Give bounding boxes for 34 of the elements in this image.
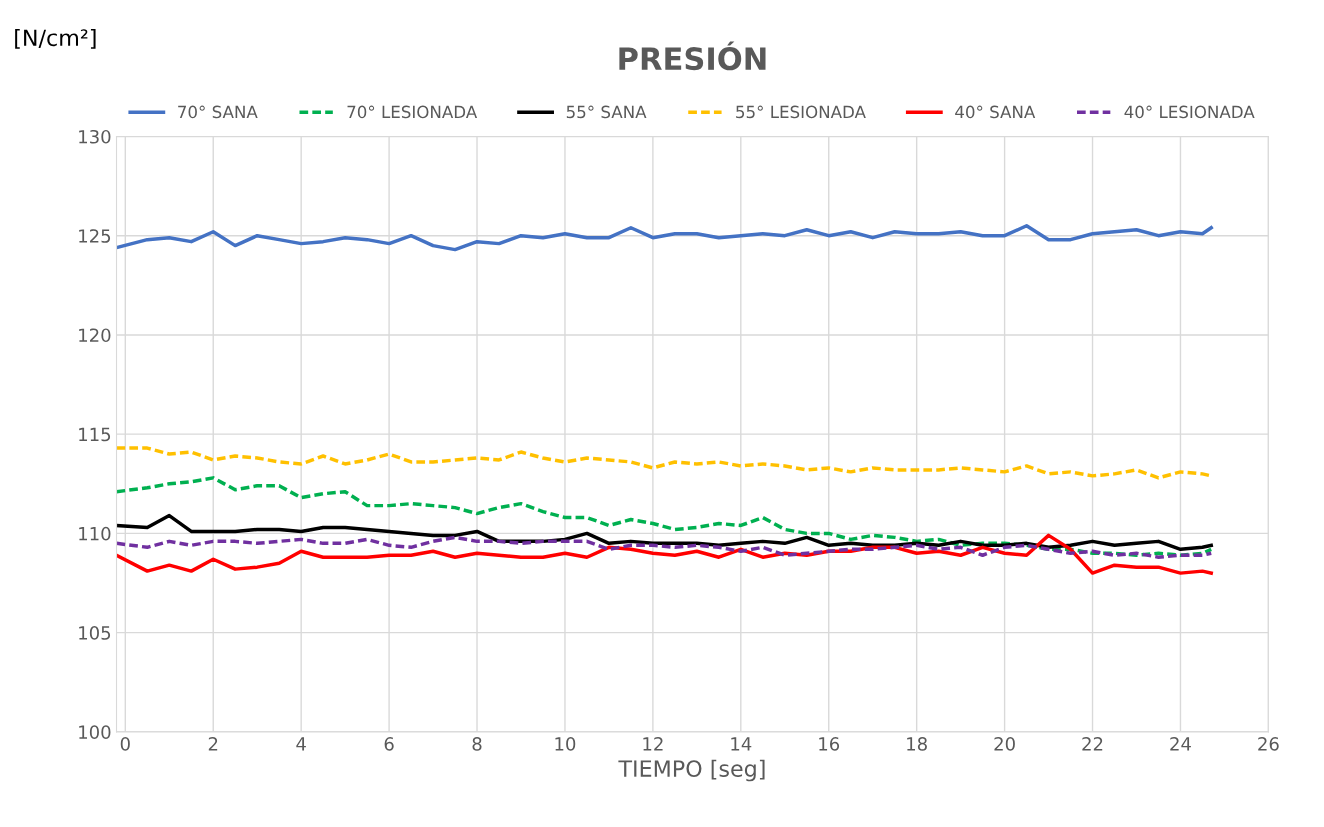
y-tick-label: 120	[79, 328, 111, 343]
y-tick-label: 105	[79, 626, 111, 640]
legend-label: 40° LESIONADA	[1124, 105, 1255, 119]
x-axis-title: TIEMPO [seg]	[618, 759, 765, 782]
y-tick-label: 100	[79, 725, 111, 740]
legend-label: 70° LESIONADA	[347, 105, 478, 119]
x-tick-label: 14	[731, 737, 752, 751]
x-tick-label: 22	[1082, 737, 1103, 751]
x-tick-label: 26	[1258, 737, 1279, 751]
y-tick-label: 130	[79, 129, 111, 144]
x-tick-label: 0	[120, 737, 130, 751]
x-tick-label: 16	[819, 737, 840, 751]
legend-label: 40° SANA	[955, 105, 1036, 119]
legend-label: 55° SANA	[566, 105, 647, 119]
x-tick-label: 4	[296, 737, 306, 751]
chart-title: PRESIÓN	[619, 41, 766, 71]
x-tick-label: 12	[643, 737, 663, 751]
legend-label: 70° SANA	[178, 105, 258, 119]
x-tick-label: 10	[555, 737, 576, 751]
x-tick-label: 24	[1170, 737, 1191, 751]
line-series	[116, 476, 1213, 557]
x-tick-label: 18	[907, 737, 927, 751]
y-axis-title: [N/cm²]	[15, 28, 96, 49]
x-tick-label: 6	[384, 737, 394, 751]
x-tick-label: 20	[994, 737, 1015, 751]
line-series	[116, 535, 1213, 559]
x-tick-label: 2	[208, 737, 218, 751]
line-series	[116, 513, 1213, 552]
x-tick-label: 8	[472, 737, 482, 751]
legend-label: 55° LESIONADA	[736, 105, 866, 119]
line-series	[116, 224, 1213, 252]
y-tick-label: 115	[79, 427, 111, 442]
y-tick-label: 125	[79, 229, 111, 243]
y-tick-label: 110	[79, 526, 111, 541]
